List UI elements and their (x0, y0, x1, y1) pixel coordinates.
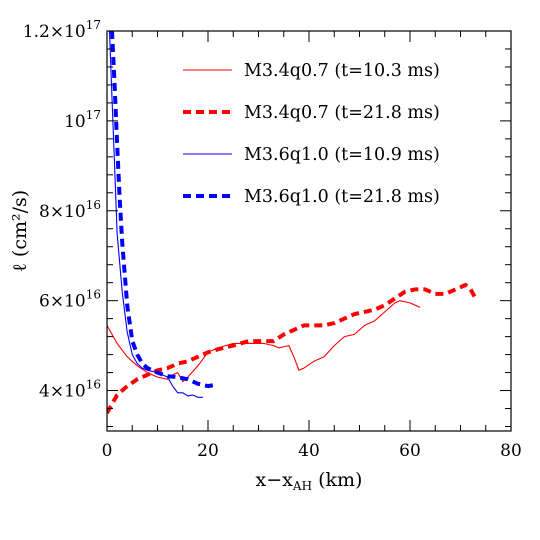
legend: M3.4q0.7 (t=10.3 ms) M3.4q0.7 (t=21.8 ms)… (183, 61, 440, 207)
series-line-2 (107, 282, 478, 414)
series-layer (107, 31, 478, 414)
y-tick-label: 1017 (64, 108, 101, 132)
legend-label-3: M3.6q1.0 (t=10.9 ms) (244, 145, 440, 165)
series-line-4 (110, 31, 214, 389)
legend-label-1: M3.4q0.7 (t=10.3 ms) (244, 61, 440, 81)
x-axis-title: x−xAH (km) (256, 469, 363, 493)
series-line-3 (108, 31, 203, 398)
x-tick-label: 20 (197, 441, 219, 461)
x-tick-label: 80 (500, 441, 522, 461)
y-tick-label: 8×1016 (39, 198, 101, 222)
y-tick-label: 6×1016 (39, 288, 101, 312)
x-tick-label: 40 (298, 441, 320, 461)
tick-layer: 0 20 40 60 80 4×1016 6×1016 8×1016 1017 1.2×1017 (23, 18, 522, 461)
plot-frame (106, 30, 512, 432)
y-tick-label: 1.2×1017 (23, 18, 101, 42)
legend-label-4: M3.6q1.0 (t=21.8 ms) (244, 187, 440, 207)
x-tick-label: 60 (399, 441, 421, 461)
legend-label-2: M3.4q0.7 (t=21.8 ms) (244, 103, 440, 123)
x-tick-label: 0 (102, 441, 113, 461)
y-tick-label: 4×1016 (39, 378, 101, 402)
y-axis-title: ℓ (cm²/s) (9, 190, 31, 272)
series-line-1 (107, 300, 421, 383)
